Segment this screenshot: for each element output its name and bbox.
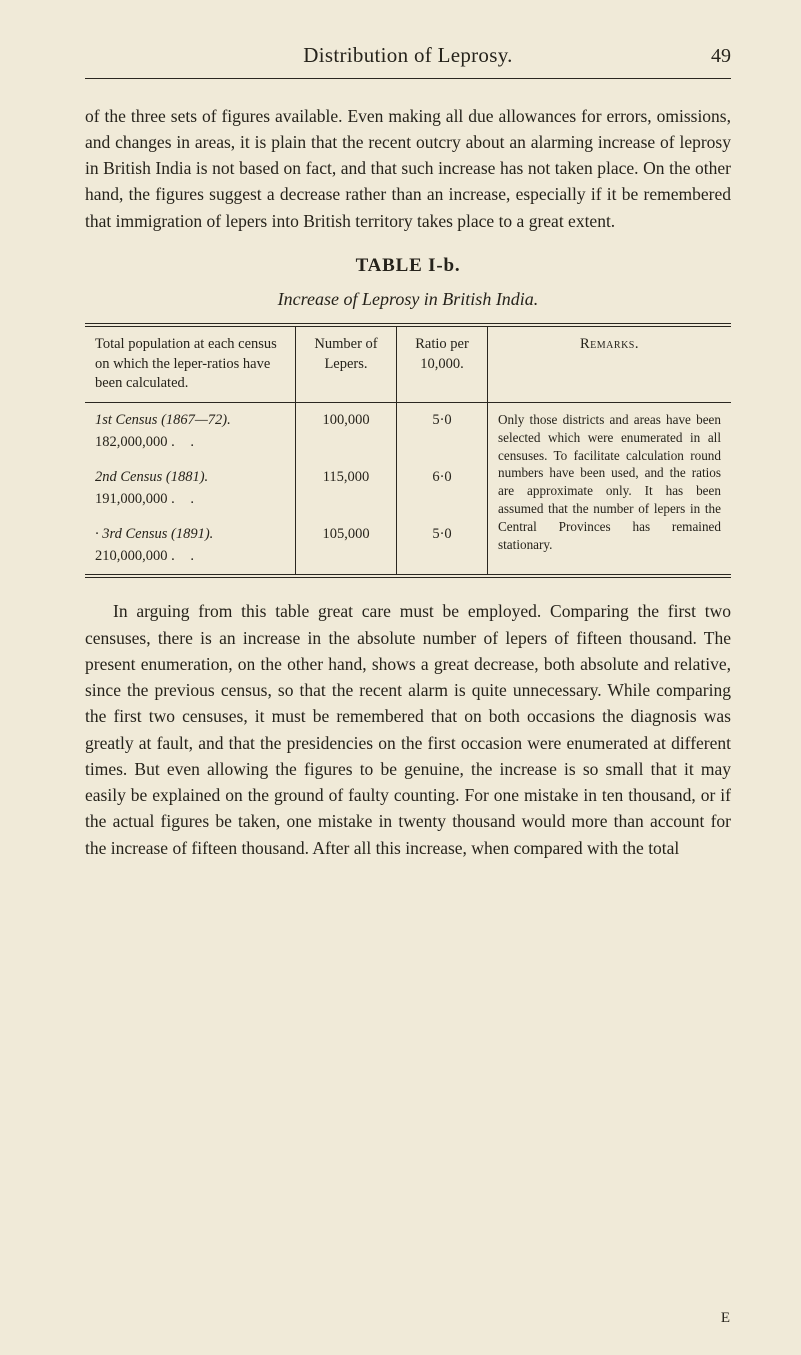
census-2-pop: 191,000,000 [95, 491, 168, 507]
leader-dots: . . [171, 491, 200, 507]
cell-lepers-2: 115,000 [296, 460, 397, 517]
table-row: 1st Census (1867—72). 182,000,000 . . 10… [85, 402, 731, 460]
table-header-row: Total population at each census on which… [85, 327, 731, 402]
page-header: Distribution of Leprosy. 49 [85, 40, 731, 72]
body-paragraph-1: of the three sets of figures available. … [85, 103, 731, 234]
cell-ratio-2: 6·0 [397, 460, 488, 517]
leprosy-table: Total population at each census on which… [85, 327, 731, 574]
page-number: 49 [691, 41, 731, 71]
census-2-label: 2nd Census (1881). [95, 468, 285, 488]
header-rule [85, 78, 731, 79]
col-header-remarks: Remarks. [488, 327, 732, 402]
leader-dots: . . [171, 548, 200, 564]
census-1-pop: 182,000,000 [95, 434, 168, 450]
cell-lepers-1: 100,000 [296, 402, 397, 460]
table-bottom-rule [85, 574, 731, 578]
body-paragraph-2: In arguing from this table great care mu… [85, 598, 731, 861]
col-header-lepers: Number of Lepers. [296, 327, 397, 402]
signature-mark: E [721, 1307, 731, 1330]
cell-ratio-1: 5·0 [397, 402, 488, 460]
census-3-pop: 210,000,000 [95, 548, 168, 564]
col-header-population: Total population at each census on which… [85, 327, 296, 402]
remarks-label: Remarks. [580, 336, 639, 352]
cell-remarks: Only those districts and areas have been… [488, 402, 732, 574]
table-caption: Increase of Leprosy in British India. [85, 286, 731, 313]
running-title: Distribution of Leprosy. [125, 40, 691, 72]
census-3-label: · 3rd Census (1891). [95, 525, 285, 545]
cell-census-2: 2nd Census (1881). 191,000,000 . . [85, 460, 296, 517]
table-label: TABLE I-b. [85, 252, 731, 281]
cell-lepers-3: 105,000 [296, 517, 397, 574]
leader-dots: . . [171, 434, 200, 450]
cell-census-1: 1st Census (1867—72). 182,000,000 . . [85, 402, 296, 460]
col-header-ratio: Ratio per 10,000. [397, 327, 488, 402]
census-1-label: 1st Census (1867—72). [95, 411, 285, 431]
cell-ratio-3: 5·0 [397, 517, 488, 574]
cell-census-3: · 3rd Census (1891). 210,000,000 . . [85, 517, 296, 574]
